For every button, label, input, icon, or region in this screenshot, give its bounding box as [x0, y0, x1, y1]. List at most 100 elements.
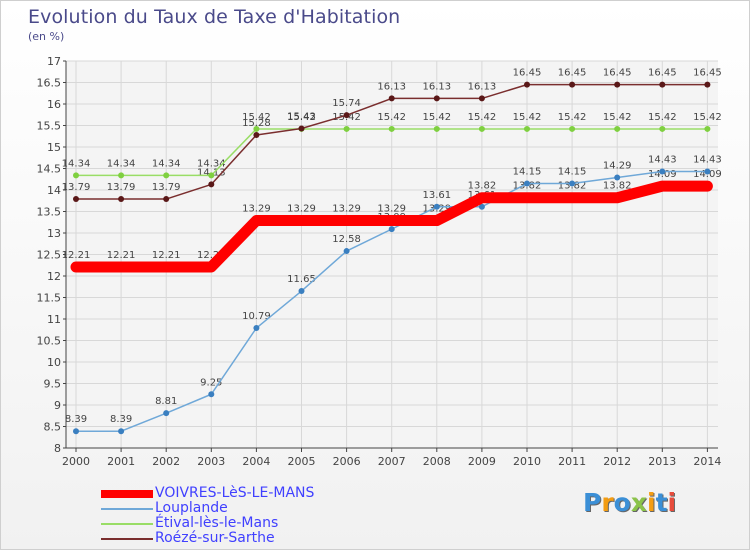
- series-point: [343, 248, 350, 255]
- series-point: [163, 410, 170, 417]
- data-label: 8.39: [65, 414, 87, 425]
- data-label: 14.34: [152, 158, 181, 169]
- data-label: 11.65: [287, 274, 316, 285]
- series-point: [659, 125, 666, 132]
- data-label: 15.42: [648, 112, 677, 123]
- series-point: [298, 288, 305, 295]
- y-tick-label: 11.5: [37, 292, 62, 305]
- y-tick-label: 12.5: [37, 249, 62, 262]
- data-label: 13.29: [242, 204, 271, 215]
- data-label: 14.34: [62, 158, 91, 169]
- x-tick-label: 2006: [333, 455, 361, 468]
- y-tick-label: 14.5: [37, 163, 62, 176]
- x-tick-label: 2013: [648, 455, 676, 468]
- legend-swatch: [101, 523, 153, 525]
- data-label: 15.42: [287, 112, 316, 123]
- data-label: 13.79: [152, 182, 181, 193]
- y-tick-label: 9: [54, 399, 61, 412]
- data-label: 10.79: [242, 311, 271, 322]
- series-point: [73, 196, 79, 203]
- series-point: [433, 203, 440, 210]
- x-tick-label: 2000: [62, 455, 90, 468]
- line-chart: 8 8.5 9 9.5 10 10.5 11 11.5 12 12.5 13 13.5 14 14.5 15…: [37, 55, 722, 468]
- series-point: [118, 196, 125, 203]
- series-point: [478, 203, 485, 210]
- x-tick-label: 2011: [558, 455, 586, 468]
- x-axis: 2000 2001 2002 2003 2004 2005 2006 2007 2008 2009…: [62, 448, 721, 468]
- legend-swatch: [101, 508, 153, 510]
- proxiti-logo: Proxiti: [583, 488, 676, 517]
- data-label: 14.15: [513, 167, 542, 178]
- data-label: 14.15: [558, 167, 587, 178]
- x-tick-label: 2014: [693, 455, 721, 468]
- logo-letter: x: [630, 488, 647, 517]
- data-label: 14.43: [648, 155, 677, 166]
- series-4: [73, 81, 711, 203]
- legend-swatch: [101, 538, 153, 540]
- y-tick-label: 8: [54, 442, 61, 455]
- series-point: [388, 125, 395, 132]
- logo-letter: P: [583, 488, 602, 517]
- y-tick-label: 8.5: [44, 421, 62, 434]
- data-label: 9.25: [200, 377, 222, 388]
- y-tick-label: 14: [47, 184, 61, 197]
- data-label: 12.21: [152, 250, 181, 261]
- logo-letter: i: [667, 488, 677, 517]
- data-label: 12.21: [197, 250, 226, 261]
- legend-swatch: [101, 490, 153, 498]
- data-label: 12.21: [107, 250, 136, 261]
- series-line: [70, 180, 713, 273]
- x-tick-label: 2007: [378, 455, 406, 468]
- series-point: [569, 81, 576, 88]
- data-label: 13.79: [62, 182, 91, 193]
- y-tick-label: 10.5: [37, 335, 62, 348]
- series-point: [704, 125, 711, 132]
- series-point: [704, 81, 711, 88]
- data-label: 15.42: [558, 112, 587, 123]
- x-tick-label: 2003: [197, 455, 225, 468]
- series-point: [253, 131, 260, 138]
- series-point: [253, 125, 260, 132]
- series-point: [253, 325, 260, 332]
- series-point: [118, 428, 125, 435]
- series-point: [343, 112, 350, 119]
- chart-title: Evolution du Taux de Taxe d'Habitation: [28, 6, 401, 28]
- data-label: 16.13: [422, 81, 451, 92]
- series-point: [208, 181, 215, 188]
- series-point: [524, 81, 530, 88]
- data-label: 14.34: [107, 158, 136, 169]
- y-tick-label: 16: [47, 98, 61, 111]
- series-point: [569, 125, 576, 132]
- x-tick-label: 2009: [468, 455, 496, 468]
- x-tick-label: 2001: [107, 455, 135, 468]
- legend-label: Roézé-sur-Sarthe: [155, 530, 275, 546]
- data-label: 16.45: [558, 68, 587, 79]
- logo-letter: t: [655, 488, 668, 517]
- series-point: [659, 168, 666, 175]
- data-label: 16.45: [648, 68, 677, 79]
- x-tick-label: 2012: [603, 455, 631, 468]
- series-point: [614, 174, 621, 181]
- y-tick-label: 15.5: [37, 120, 62, 133]
- series-point: [433, 95, 440, 102]
- logo-letter: r: [601, 488, 614, 517]
- logo-letter: i: [647, 488, 656, 517]
- series-point: [478, 125, 485, 132]
- data-label: 16.13: [377, 81, 406, 92]
- series-point: [433, 125, 440, 132]
- series-point: [388, 95, 395, 102]
- data-label: 15.42: [513, 112, 542, 123]
- data-label: 16.45: [603, 68, 632, 79]
- data-label: 16.45: [693, 68, 722, 79]
- legend-label: Étival-lès-le-Mans: [155, 515, 279, 531]
- data-label: 14.09: [648, 169, 677, 180]
- series-point: [614, 125, 621, 132]
- data-label: 13.82: [468, 181, 497, 192]
- data-label: 13.29: [332, 204, 361, 215]
- data-label: 15.42: [422, 112, 451, 123]
- chart-unit-label: (en %): [28, 30, 65, 43]
- data-label: 14.29: [603, 161, 632, 172]
- data-label: 8.39: [110, 414, 132, 425]
- data-label: 15.42: [468, 112, 497, 123]
